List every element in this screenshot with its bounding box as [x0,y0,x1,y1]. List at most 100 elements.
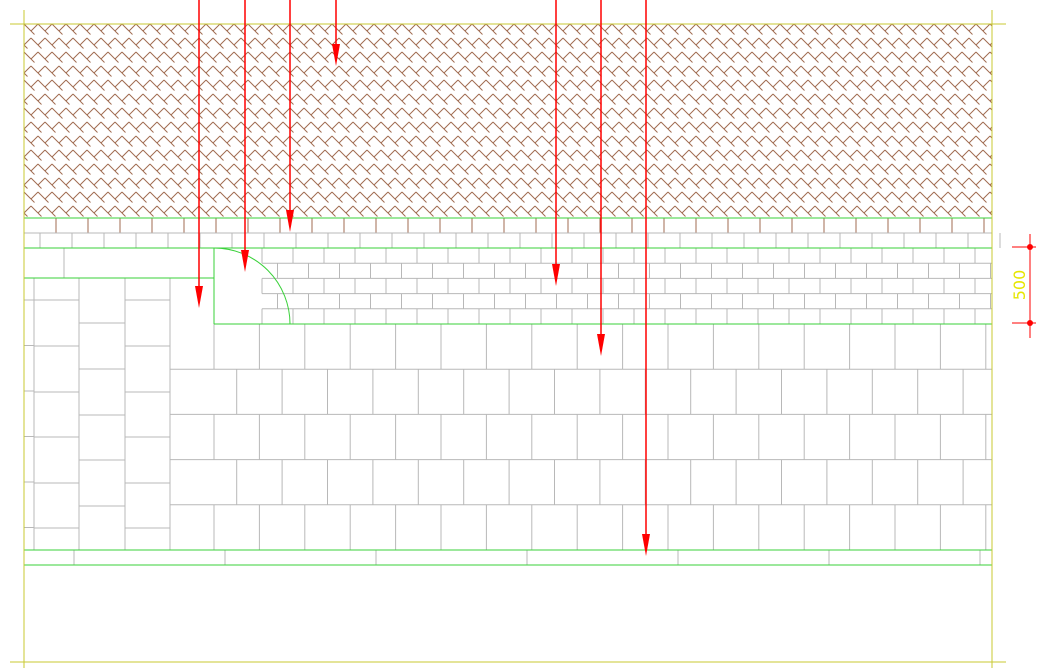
herringbone-stroke [100,51,109,60]
herringbone-stroke [891,107,900,116]
herringbone-stroke [513,156,518,161]
herringbone-stroke [968,198,973,203]
herringbone-stroke [303,24,312,32]
herringbone-stroke [716,121,725,130]
herringbone-stroke [100,170,105,175]
band-outlines [24,217,992,566]
herringbone-stroke [730,51,739,60]
herringbone-stroke [289,65,298,74]
herringbone-stroke [408,205,417,214]
herringbone-stroke [590,142,595,147]
herringbone-stroke [975,156,980,161]
herringbone-stroke [688,58,693,63]
herringbone-stroke [142,30,147,35]
dimension-label: 500 [1010,270,1029,301]
herringbone-stroke [471,135,480,144]
herringbone-stroke [114,177,123,186]
herringbone-stroke [590,58,595,63]
herringbone-stroke [982,93,991,102]
herringbone-stroke [611,128,616,133]
herringbone-stroke [527,149,536,158]
herringbone-stroke [527,79,536,88]
herringbone-stroke [611,135,620,144]
herringbone-stroke [79,72,84,77]
herringbone-stroke [926,30,931,35]
herringbone-stroke [499,107,508,116]
herringbone-stroke [177,79,186,88]
herringbone-stroke [716,79,725,88]
bottom-curb-strip [73,550,981,565]
herringbone-stroke [898,114,903,119]
herringbone-stroke [212,58,217,63]
herringbone-stroke [765,128,770,133]
herringbone-stroke [219,24,228,32]
herringbone-stroke [709,51,718,60]
herringbone-stroke [24,135,32,144]
herringbone-stroke [373,177,382,186]
herringbone-stroke [268,24,277,32]
herringbone-stroke [989,70,992,74]
herringbone-stroke [170,177,179,186]
herringbone-stroke [324,191,333,200]
herringbone-stroke [51,212,56,217]
herringbone-stroke [723,51,732,60]
herringbone-stroke [674,37,683,46]
herringbone-stroke [786,142,791,147]
herringbone-stroke [310,149,319,158]
herringbone-stroke [275,135,284,144]
herringbone-stroke [380,121,389,130]
herringbone-stroke [415,135,424,144]
herringbone-stroke [24,72,28,77]
leader-arrow-5 [552,0,560,286]
herringbone-stroke [793,44,798,49]
herringbone-stroke [345,44,350,49]
herringbone-stroke [261,44,266,49]
herringbone-stroke [702,86,707,91]
herringbone-stroke [177,107,186,116]
herringbone-stroke [128,198,133,203]
herringbone-stroke [492,149,501,158]
herringbone-stroke [177,37,186,46]
herringbone-stroke [898,170,903,175]
herringbone-stroke [814,86,819,91]
herringbone-stroke [828,65,837,74]
herringbone-stroke [58,114,63,119]
herringbone-stroke [345,100,350,105]
herringbone-stroke [912,170,917,175]
herringbone-stroke [478,170,483,175]
herringbone-stroke [198,65,207,74]
herringbone-stroke [625,65,634,74]
herringbone-stroke [877,163,886,172]
herringbone-stroke [338,149,347,158]
herringbone-stroke [72,30,77,35]
herringbone-stroke [898,135,907,144]
herringbone-stroke [583,24,592,32]
herringbone-stroke [310,191,319,200]
herringbone-stroke [520,86,525,91]
herringbone-stroke [415,191,424,200]
herringbone-stroke [527,107,536,116]
herringbone-stroke [779,37,788,46]
herringbone-stroke [828,163,837,172]
herringbone-stroke [709,191,718,200]
herringbone-stroke [310,135,319,144]
herringbone-stroke [352,107,361,116]
herringbone-stroke [282,170,287,175]
herringbone-stroke [93,212,98,217]
herringbone-stroke [842,114,847,119]
herringbone-stroke [534,37,543,46]
herringbone-stroke [695,24,704,32]
herringbone-stroke [884,205,893,214]
herringbone-stroke [86,121,95,130]
herringbone-stroke [926,177,935,186]
herringbone-stroke [898,79,907,88]
herringbone-stroke [289,149,298,158]
herringbone-stroke [912,191,921,200]
herringbone-stroke [611,212,616,217]
herringbone-stroke [807,93,816,102]
herringbone-stroke [856,114,861,119]
herringbone-stroke [821,65,830,74]
herringbone-stroke [842,205,851,214]
herringbone-stroke [226,135,235,144]
